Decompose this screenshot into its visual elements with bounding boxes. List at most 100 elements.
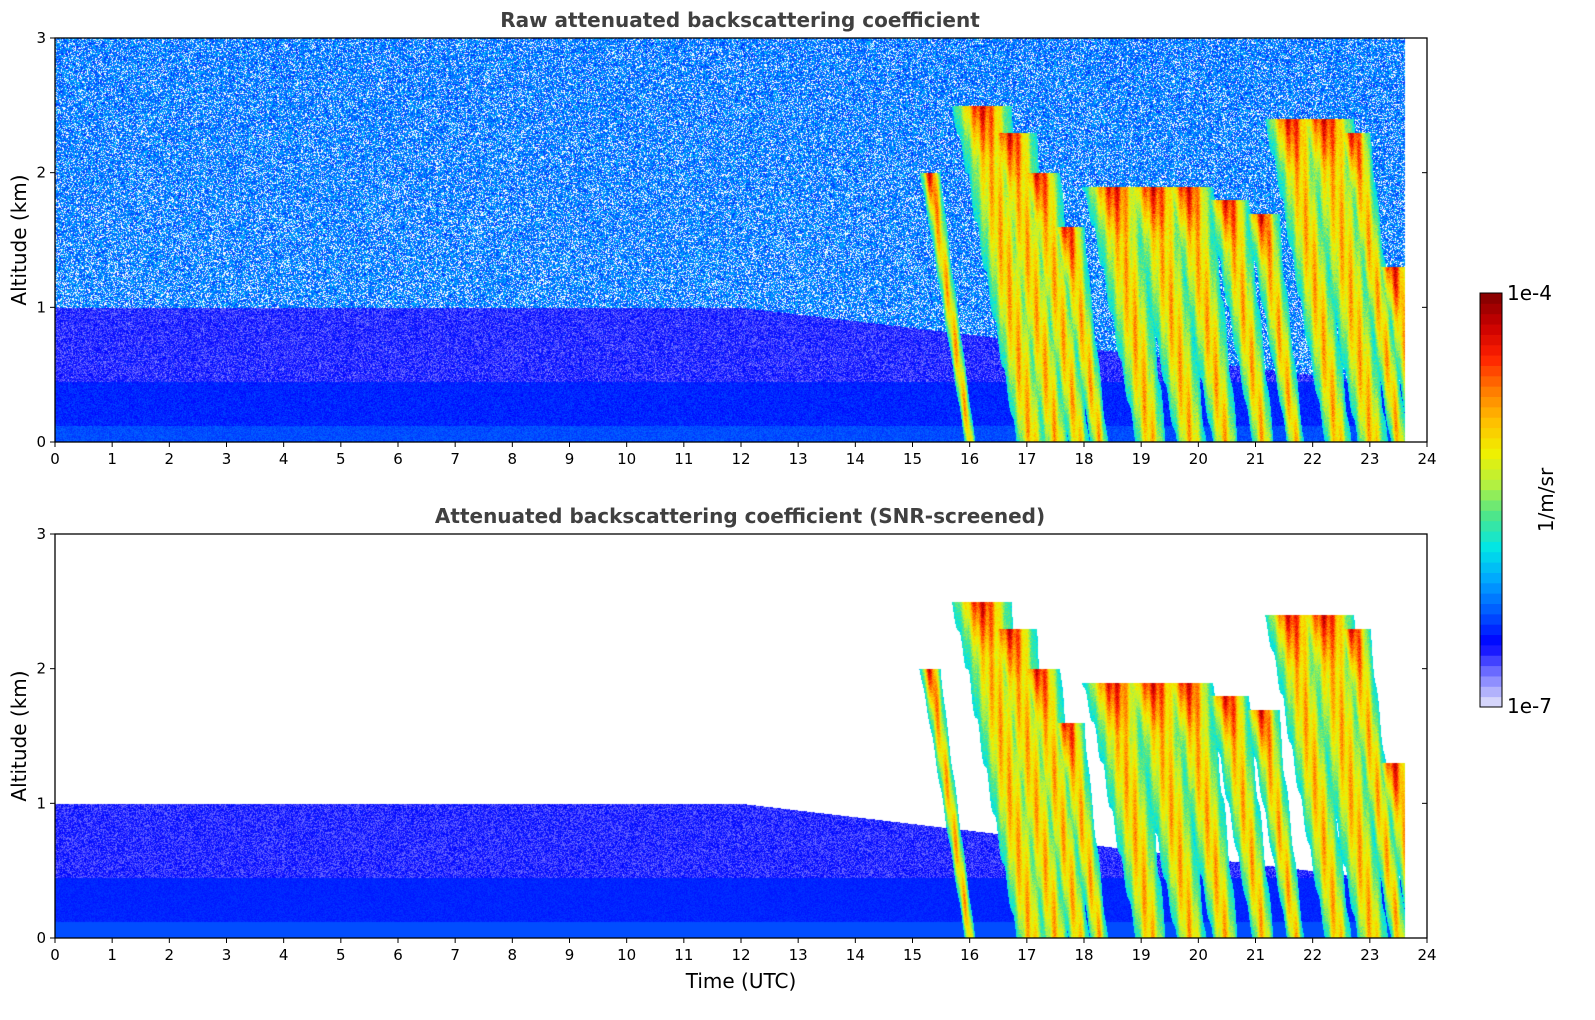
panel-screened-title: Attenuated backscattering coefficient (S… bbox=[435, 504, 1045, 528]
colorbar-step bbox=[1480, 665, 1502, 677]
colorbar-step bbox=[1480, 593, 1502, 604]
colorbar-step bbox=[1480, 562, 1502, 573]
colorbar-step bbox=[1480, 613, 1502, 625]
colorbar-step bbox=[1480, 427, 1502, 439]
y-tick-label: 2 bbox=[36, 660, 46, 678]
y-tick-label: 1 bbox=[36, 298, 46, 316]
x-tick-label: 2 bbox=[165, 450, 175, 468]
colorbar-step bbox=[1480, 293, 1502, 304]
x-tick-label: 22 bbox=[1303, 946, 1322, 964]
x-tick-label: 10 bbox=[617, 450, 636, 468]
colorbar-step bbox=[1480, 582, 1502, 594]
x-tick-label: 8 bbox=[508, 946, 518, 964]
colorbar-step bbox=[1480, 644, 1502, 656]
x-tick-label: 23 bbox=[1360, 946, 1379, 964]
heatmap-screened bbox=[55, 534, 1427, 938]
x-tick-label: 23 bbox=[1360, 450, 1379, 468]
colorbar-step bbox=[1480, 303, 1502, 315]
colorbar-step bbox=[1480, 334, 1502, 346]
colorbar-step bbox=[1480, 489, 1502, 501]
x-tick-label: 6 bbox=[393, 946, 403, 964]
colorbar-step bbox=[1480, 603, 1502, 615]
colorbar-step bbox=[1480, 479, 1502, 491]
x-tick-label: 14 bbox=[846, 946, 865, 964]
colorbar-gradient bbox=[1480, 293, 1502, 708]
colorbar-step bbox=[1480, 365, 1502, 377]
colorbar-step bbox=[1480, 406, 1502, 418]
colorbar-step bbox=[1480, 458, 1502, 470]
x-tick-label: 18 bbox=[1074, 450, 1093, 468]
x-tick-label: 9 bbox=[565, 450, 575, 468]
y-axis-label-raw: Altitude (km) bbox=[7, 174, 31, 305]
x-tick-label: 0 bbox=[50, 450, 60, 468]
colorbar-step bbox=[1480, 437, 1502, 449]
x-tick-label: 12 bbox=[731, 946, 750, 964]
x-axis-label: Time (UTC) bbox=[685, 969, 797, 993]
x-tick-label: 24 bbox=[1417, 450, 1436, 468]
colorbar-step bbox=[1480, 675, 1502, 687]
x-tick-label: 21 bbox=[1246, 450, 1265, 468]
x-tick-label: 0 bbox=[50, 946, 60, 964]
colorbar-step bbox=[1480, 468, 1502, 480]
x-tick-label: 16 bbox=[960, 946, 979, 964]
x-tick-label: 11 bbox=[674, 946, 693, 964]
colorbar-step bbox=[1480, 655, 1502, 667]
colorbar-max-label: 1e-4 bbox=[1507, 281, 1552, 305]
x-tick-label: 18 bbox=[1074, 946, 1093, 964]
heatmap-raw bbox=[55, 38, 1427, 442]
x-tick-label: 14 bbox=[846, 450, 865, 468]
colorbar-step bbox=[1480, 686, 1502, 698]
x-tick-label: 9 bbox=[565, 946, 575, 964]
y-tick-label: 2 bbox=[36, 164, 46, 182]
x-tick-label: 1 bbox=[107, 450, 117, 468]
colorbar-step bbox=[1480, 396, 1502, 408]
colorbar-step bbox=[1480, 634, 1502, 646]
y-tick-label: 0 bbox=[36, 929, 46, 947]
axes-raw: 0 1 2 3 4 5 6 7 8 9 10 11 12 13 14 15 16 17 18 19 20 21 22 23 24… bbox=[36, 29, 1436, 468]
x-tick-label: 1 bbox=[107, 946, 117, 964]
colorbar-step bbox=[1480, 572, 1502, 584]
x-tick-label: 8 bbox=[508, 450, 518, 468]
colorbar-step bbox=[1480, 386, 1502, 397]
panel-raw: Raw attenuated backscattering coefficien… bbox=[7, 8, 1437, 468]
x-tick-label: 3 bbox=[222, 946, 232, 964]
colorbar-step bbox=[1480, 324, 1502, 335]
y-axis-label-screened: Altitude (km) bbox=[7, 670, 31, 801]
x-tick-label: 4 bbox=[279, 946, 289, 964]
colorbar-step bbox=[1480, 313, 1502, 325]
colorbar-step bbox=[1480, 520, 1502, 532]
x-tick-label: 16 bbox=[960, 450, 979, 468]
colorbar-frame bbox=[1479, 292, 1503, 708]
panel-screened: Attenuated backscattering coefficient (S… bbox=[7, 504, 1437, 993]
x-tick-label: 10 bbox=[617, 946, 636, 964]
x-tick-label: 6 bbox=[393, 450, 403, 468]
x-tick-label: 15 bbox=[903, 946, 922, 964]
x-tick-label: 12 bbox=[731, 450, 750, 468]
axes-screened: 0 1 2 3 4 5 6 7 8 9 10 11 12 13 14 15 16 17 18 19 20 21 22 23 24… bbox=[36, 525, 1436, 964]
x-tick-label: 20 bbox=[1189, 450, 1208, 468]
x-tick-label: 3 bbox=[222, 450, 232, 468]
colorbar-step bbox=[1480, 448, 1502, 460]
colorbar-step bbox=[1480, 541, 1502, 553]
x-tick-label: 20 bbox=[1189, 946, 1208, 964]
colorbar-step bbox=[1480, 344, 1502, 356]
x-tick-label: 17 bbox=[1017, 450, 1036, 468]
panel-raw-title: Raw attenuated backscattering coefficien… bbox=[500, 8, 980, 32]
x-tick-label: 5 bbox=[336, 946, 346, 964]
x-tick-label: 11 bbox=[674, 450, 693, 468]
y-tick-label: 3 bbox=[36, 29, 46, 47]
colorbar-min-label: 1e-7 bbox=[1507, 694, 1552, 718]
colorbar-unit-label: 1/m/sr bbox=[1534, 467, 1558, 532]
y-tick-label: 3 bbox=[36, 525, 46, 543]
y-tick-label: 0 bbox=[36, 433, 46, 451]
x-tick-label: 7 bbox=[450, 450, 460, 468]
colorbar-step bbox=[1480, 500, 1502, 511]
colorbar-step bbox=[1480, 417, 1502, 429]
x-tick-label: 4 bbox=[279, 450, 289, 468]
x-tick-label: 13 bbox=[789, 946, 808, 964]
colorbar-step bbox=[1480, 696, 1502, 708]
colorbar-step bbox=[1480, 551, 1502, 563]
x-tick-label: 22 bbox=[1303, 450, 1322, 468]
x-tick-label: 21 bbox=[1246, 946, 1265, 964]
